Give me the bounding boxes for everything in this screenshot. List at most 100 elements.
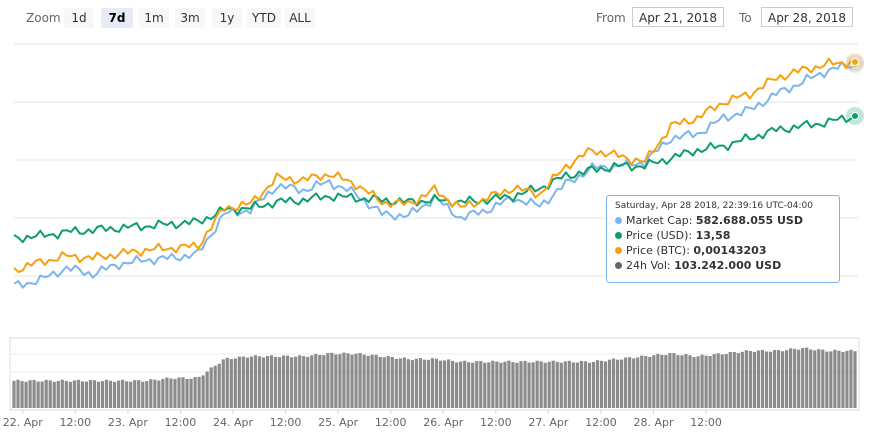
- price-btc-dot-icon: [615, 247, 622, 254]
- volume-bar: [137, 380, 141, 408]
- volume-bar: [153, 379, 157, 408]
- tooltip-value: 13,58: [695, 229, 731, 242]
- volume-bar: [302, 356, 306, 408]
- volume-bar: [636, 357, 640, 408]
- volume-bar: [793, 348, 797, 408]
- volume-bar: [813, 350, 817, 408]
- volume-bar: [221, 359, 225, 408]
- x-tick-label: 12:00: [375, 416, 407, 429]
- volume-bar: [615, 359, 620, 408]
- volume-bar: [776, 350, 781, 408]
- volume-bar: [157, 380, 161, 408]
- volume-bar: [390, 356, 394, 408]
- volume-bar: [499, 362, 503, 408]
- volume-bar: [809, 349, 813, 408]
- volume-bar: [463, 360, 467, 408]
- volume-bar: [680, 355, 684, 408]
- volume-bar: [298, 355, 302, 408]
- volume-bar: [28, 380, 32, 408]
- volume-bar: [318, 355, 322, 408]
- volume-bar: [567, 360, 571, 408]
- volume-bar: [801, 347, 805, 408]
- zoom-3m-button[interactable]: 3m: [175, 8, 205, 28]
- volume-bar: [575, 362, 579, 408]
- zoom-1y-button[interactable]: 1y: [212, 8, 242, 28]
- zoom-7d-button[interactable]: 7d: [101, 8, 133, 28]
- volume-bar: [342, 352, 346, 408]
- volume-bar: [418, 358, 423, 408]
- volume-bar: [495, 361, 499, 408]
- zoom-1m-button[interactable]: 1m: [139, 8, 169, 28]
- volume-bar: [744, 350, 748, 408]
- volume-bar: [829, 351, 833, 408]
- zoom-all-button[interactable]: ALL: [285, 8, 315, 28]
- tooltip-label: Market Cap:: [626, 214, 693, 227]
- volume-bar: [286, 355, 290, 408]
- volume-bar: [841, 351, 845, 408]
- volume-bar: [173, 379, 177, 408]
- volume-bar: [740, 351, 744, 408]
- volume-bar: [20, 381, 24, 408]
- volume-bar: [121, 379, 125, 408]
- volume-bar: [294, 356, 298, 408]
- volume-bar: [104, 379, 109, 408]
- chart-tooltip: Saturday, Apr 28 2018, 22:39:16 UTC-04:0…: [606, 195, 840, 283]
- volume-bar: [756, 350, 761, 408]
- tooltip-date: Saturday, Apr 28 2018, 22:39:16 UTC-04:0…: [615, 201, 813, 211]
- volume-bar: [84, 381, 89, 408]
- volume-bar: [378, 356, 382, 408]
- volume-bar: [607, 359, 612, 408]
- volume-bar: [100, 381, 105, 408]
- volume-bar: [768, 351, 773, 408]
- volume-bar: [732, 352, 736, 408]
- to-date-input[interactable]: Apr 28, 2018: [761, 7, 853, 27]
- volume-bar: [402, 357, 406, 408]
- volume-bar: [591, 361, 596, 408]
- volume-bar: [72, 380, 76, 408]
- tooltip-label: Price (USD):: [626, 229, 693, 242]
- volume-bar: [716, 353, 720, 408]
- volume-bar: [322, 355, 326, 408]
- hover-markers: [846, 53, 864, 125]
- from-date-input[interactable]: Apr 21, 2018: [632, 7, 724, 27]
- volume-bar: [382, 357, 386, 408]
- price-usd-dot-icon: [615, 232, 622, 239]
- volume-bar: [547, 361, 551, 408]
- zoom-ytd-button[interactable]: YTD: [247, 8, 281, 28]
- range-selector-toolbar: Zoom 1d 7d 1m 3m 1y YTD ALL From Apr 21,…: [0, 0, 871, 34]
- volume-bar: [161, 378, 165, 408]
- volume-bar: [277, 357, 282, 408]
- zoom-1d-button[interactable]: 1d: [64, 8, 94, 28]
- volume-bar: [290, 357, 294, 408]
- volume-bar: [684, 354, 688, 408]
- volume-bar: [314, 353, 318, 408]
- volume-bar: [330, 352, 334, 408]
- volume-bar: [88, 379, 93, 408]
- zoom-label: Zoom: [26, 11, 61, 25]
- volume-bar: [438, 360, 443, 408]
- volume-bar: [64, 380, 68, 408]
- volume-bar: [213, 365, 217, 408]
- volume-bar: [664, 355, 668, 408]
- x-axis: 22. Apr 12:00 23. Apr 12:00 24. Apr 12:00 25. …: [3, 410, 722, 429]
- volume-bar: [257, 356, 262, 408]
- volume-bar: [326, 353, 330, 408]
- volume-bar: [652, 355, 656, 408]
- volume-bar: [660, 354, 664, 408]
- hover-marker: [851, 112, 859, 120]
- volume-bar: [273, 356, 278, 408]
- volume-bar: [599, 360, 604, 408]
- price-chart[interactable]: 22. Apr 12:00 23. Apr 12:00 24. Apr 12:00 25. …: [0, 34, 871, 440]
- volume-bar: [338, 354, 342, 408]
- volume-bar: [117, 380, 121, 408]
- volume-bar: [354, 353, 358, 408]
- volume-bar: [511, 362, 515, 408]
- volume-bar: [60, 379, 64, 408]
- volume-bar: [189, 378, 193, 408]
- volume-bar: [205, 371, 209, 408]
- volume-bar: [141, 381, 145, 408]
- volume-bar: [587, 362, 592, 408]
- volume-bar: [306, 356, 310, 408]
- series-line-price-btc: [13, 57, 856, 273]
- market-cap-dot-icon: [615, 217, 622, 224]
